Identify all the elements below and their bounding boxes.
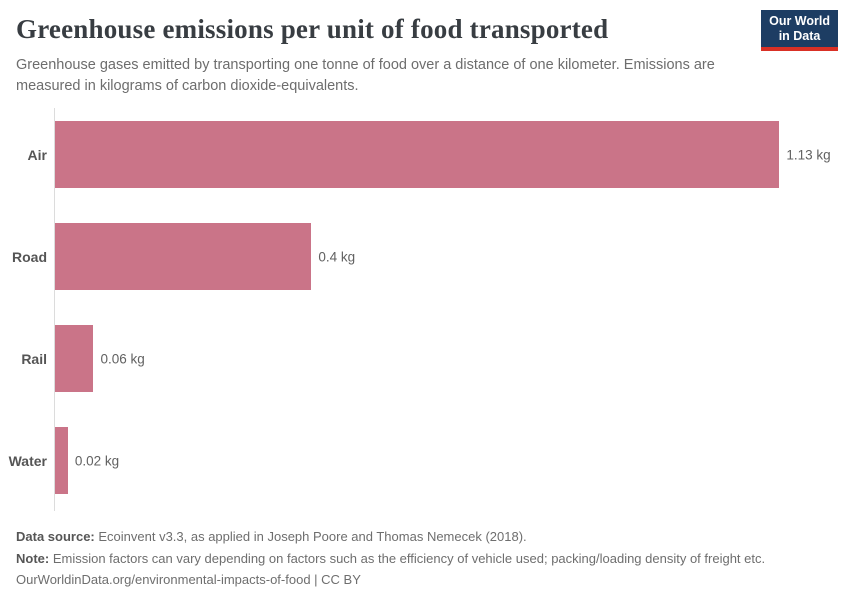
bar-row-water: Water 0.02 kg xyxy=(0,427,850,494)
value-label-water: 0.02 kg xyxy=(74,453,120,468)
note-line: Note: Emission factors can vary dependin… xyxy=(16,548,765,570)
category-label-water: Water xyxy=(8,452,47,469)
category-label-road: Road xyxy=(12,248,47,265)
bar-road[interactable] xyxy=(55,223,312,290)
owid-logo-line2: in Data xyxy=(778,29,821,43)
attribution-line[interactable]: OurWorldinData.org/environmental-impacts… xyxy=(16,572,361,587)
bar-chart: Air 1.13 kg Road 0.4 kg Rail 0.06 kg Wat… xyxy=(0,108,850,513)
bar-row-air: Air 1.13 kg xyxy=(0,121,850,188)
y-axis-line xyxy=(54,108,55,511)
value-label-rail: 0.06 kg xyxy=(100,351,145,366)
bar-water[interactable] xyxy=(55,427,68,494)
owid-logo[interactable]: Our World in Data xyxy=(761,10,838,51)
note-label: Note: xyxy=(16,550,50,566)
bar-air[interactable] xyxy=(55,121,780,188)
chart-footer: Data source: Ecoinvent v3.3, as applied … xyxy=(16,526,765,591)
category-label-air: Air xyxy=(27,146,47,163)
note-text: Emission factors can vary depending on f… xyxy=(49,550,766,566)
bar-row-rail: Rail 0.06 kg xyxy=(0,325,850,392)
data-source-text: Ecoinvent v3.3, as applied in Joseph Poo… xyxy=(94,529,527,544)
chart-subtitle: Greenhouse gases emitted by transporting… xyxy=(16,57,715,94)
owid-logo-line1: Our World xyxy=(769,14,830,28)
value-label-air: 1.13 kg xyxy=(786,147,831,162)
category-label-rail: Rail xyxy=(21,350,47,367)
bar-row-road: Road 0.4 kg xyxy=(0,223,850,290)
chart-title: Greenhouse emissions per unit of food tr… xyxy=(16,14,609,44)
value-label-road: 0.4 kg xyxy=(318,249,356,264)
data-source-label: Data source: xyxy=(16,529,95,544)
bar-rail[interactable] xyxy=(55,325,94,392)
data-source-line: Data source: Ecoinvent v3.3, as applied … xyxy=(16,526,765,548)
